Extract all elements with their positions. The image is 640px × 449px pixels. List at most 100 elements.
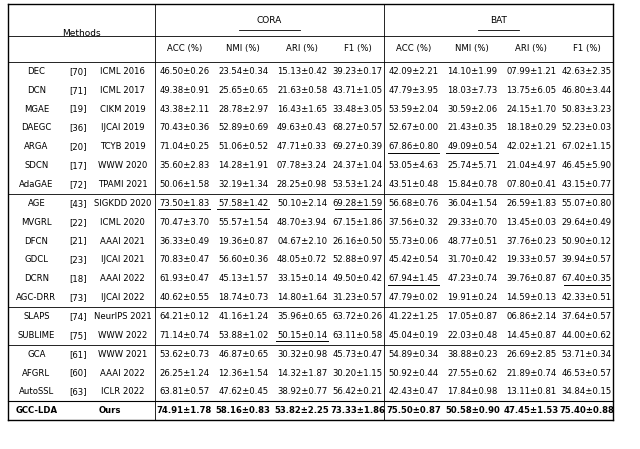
Text: 63.81±0.57: 63.81±0.57	[159, 387, 209, 396]
Text: AGC-DRR: AGC-DRR	[17, 293, 56, 302]
Text: 63.11±0.58: 63.11±0.58	[333, 331, 383, 340]
Text: 34.84±0.15: 34.84±0.15	[562, 387, 612, 396]
Text: 49.63±0.43: 49.63±0.43	[277, 123, 327, 132]
Text: DCN: DCN	[27, 86, 46, 95]
Text: 30.32±0.98: 30.32±0.98	[277, 350, 327, 359]
Text: 67.86±0.80: 67.86±0.80	[388, 142, 438, 151]
Text: 36.33±0.49: 36.33±0.49	[159, 237, 209, 246]
Text: 28.25±0.98: 28.25±0.98	[277, 180, 327, 189]
Text: 48.77±0.51: 48.77±0.51	[447, 237, 497, 246]
Text: 74.91±1.78: 74.91±1.78	[157, 406, 212, 415]
Text: [60]: [60]	[69, 369, 87, 378]
Text: 30.59±2.06: 30.59±2.06	[447, 105, 497, 114]
Text: 45.13±1.57: 45.13±1.57	[218, 274, 268, 283]
Text: 64.21±0.12: 64.21±0.12	[159, 312, 209, 321]
Text: 73.33±1.86: 73.33±1.86	[330, 406, 385, 415]
Text: ICLR 2022: ICLR 2022	[101, 387, 145, 396]
Text: 21.43±0.35: 21.43±0.35	[447, 123, 497, 132]
Text: [20]: [20]	[69, 142, 87, 151]
Text: 46.87±0.65: 46.87±0.65	[218, 350, 268, 359]
Text: 24.37±1.04: 24.37±1.04	[333, 161, 383, 170]
Text: 13.75±6.05: 13.75±6.05	[506, 86, 556, 95]
Text: 19.91±0.24: 19.91±0.24	[447, 293, 497, 302]
Text: 56.42±0.21: 56.42±0.21	[333, 387, 383, 396]
Text: 55.07±0.80: 55.07±0.80	[562, 199, 612, 208]
Text: 42.02±1.21: 42.02±1.21	[506, 142, 556, 151]
Text: 35.96±0.65: 35.96±0.65	[277, 312, 327, 321]
Text: BAT: BAT	[490, 16, 507, 25]
Text: 12.36±1.54: 12.36±1.54	[218, 369, 268, 378]
Text: 17.84±0.98: 17.84±0.98	[447, 387, 497, 396]
Text: 38.92±0.77: 38.92±0.77	[277, 387, 327, 396]
Text: 49.38±0.91: 49.38±0.91	[159, 86, 209, 95]
Text: 39.94±0.57: 39.94±0.57	[562, 255, 612, 264]
Text: 53.82±2.25: 53.82±2.25	[275, 406, 330, 415]
Text: 37.56±0.32: 37.56±0.32	[388, 218, 438, 227]
Text: 50.83±3.23: 50.83±3.23	[562, 105, 612, 114]
Text: 51.06±0.52: 51.06±0.52	[218, 142, 268, 151]
Text: ICML 2016: ICML 2016	[100, 67, 145, 76]
Text: 53.05±4.63: 53.05±4.63	[388, 161, 438, 170]
Text: ARI (%): ARI (%)	[515, 44, 547, 53]
Text: 53.71±0.34: 53.71±0.34	[562, 350, 612, 359]
Text: 61.93±0.47: 61.93±0.47	[159, 274, 209, 283]
Text: 75.50±0.87: 75.50±0.87	[386, 406, 441, 415]
Text: 40.62±0.55: 40.62±0.55	[159, 293, 209, 302]
Text: 70.43±0.36: 70.43±0.36	[159, 123, 209, 132]
Text: 47.71±0.33: 47.71±0.33	[277, 142, 327, 151]
Text: AAAI 2021: AAAI 2021	[100, 237, 145, 246]
Text: AAAI 2022: AAAI 2022	[100, 369, 145, 378]
Text: 33.48±3.05: 33.48±3.05	[333, 105, 383, 114]
Text: 46.53±0.57: 46.53±0.57	[562, 369, 612, 378]
Text: 07.99±1.21: 07.99±1.21	[506, 67, 556, 76]
Text: 53.88±1.02: 53.88±1.02	[218, 331, 268, 340]
Text: 52.67±0.00: 52.67±0.00	[388, 123, 438, 132]
Text: 48.05±0.72: 48.05±0.72	[277, 255, 327, 264]
Text: 50.10±2.14: 50.10±2.14	[277, 199, 327, 208]
Text: DFCN: DFCN	[24, 237, 49, 246]
Text: 26.69±2.85: 26.69±2.85	[506, 350, 556, 359]
Text: 14.45±0.87: 14.45±0.87	[506, 331, 556, 340]
Text: ARGA: ARGA	[24, 142, 49, 151]
Text: 43.15±0.77: 43.15±0.77	[562, 180, 612, 189]
Text: 35.60±2.83: 35.60±2.83	[159, 161, 209, 170]
Text: MVGRL: MVGRL	[21, 218, 52, 227]
Text: 57.58±1.42: 57.58±1.42	[218, 199, 268, 208]
Text: 47.79±3.95: 47.79±3.95	[388, 86, 438, 95]
Text: CORA: CORA	[257, 16, 282, 25]
Text: 15.13±0.42: 15.13±0.42	[277, 67, 327, 76]
Text: TPAMI 2021: TPAMI 2021	[98, 180, 148, 189]
Text: 43.51±0.48: 43.51±0.48	[388, 180, 438, 189]
Text: 56.60±0.36: 56.60±0.36	[218, 255, 268, 264]
Text: 13.11±0.81: 13.11±0.81	[506, 387, 556, 396]
Text: 06.86±2.14: 06.86±2.14	[506, 312, 556, 321]
Text: [71]: [71]	[69, 86, 87, 95]
Text: [21]: [21]	[69, 237, 87, 246]
Text: 21.63±0.58: 21.63±0.58	[277, 86, 327, 95]
Text: 53.62±0.73: 53.62±0.73	[159, 350, 209, 359]
Text: 24.15±1.70: 24.15±1.70	[506, 105, 556, 114]
Text: 16.43±1.65: 16.43±1.65	[277, 105, 327, 114]
Text: 37.64±0.57: 37.64±0.57	[562, 312, 612, 321]
Text: 46.50±0.26: 46.50±0.26	[159, 67, 209, 76]
Text: [73]: [73]	[69, 293, 87, 302]
Text: IJCAI 2022: IJCAI 2022	[101, 293, 145, 302]
Text: AdaGAE: AdaGAE	[19, 180, 54, 189]
Text: 50.92±0.44: 50.92±0.44	[388, 369, 438, 378]
Text: 50.15±0.14: 50.15±0.14	[277, 331, 327, 340]
Text: AAAI 2022: AAAI 2022	[100, 274, 145, 283]
Text: 42.63±2.35: 42.63±2.35	[562, 67, 612, 76]
Text: 32.19±1.34: 32.19±1.34	[218, 180, 268, 189]
Text: 41.22±1.25: 41.22±1.25	[388, 312, 438, 321]
Text: 04.67±2.10: 04.67±2.10	[277, 237, 327, 246]
Text: 67.15±1.86: 67.15±1.86	[333, 218, 383, 227]
Text: 73.50±1.83: 73.50±1.83	[159, 199, 209, 208]
Text: 18.18±0.29: 18.18±0.29	[506, 123, 556, 132]
Text: 47.79±0.02: 47.79±0.02	[388, 293, 438, 302]
Text: SIGKDD 2020: SIGKDD 2020	[94, 199, 152, 208]
Text: 36.04±1.54: 36.04±1.54	[447, 199, 497, 208]
Text: [19]: [19]	[69, 105, 87, 114]
Text: ICML 2017: ICML 2017	[100, 86, 145, 95]
Text: 18.74±0.73: 18.74±0.73	[218, 293, 268, 302]
Text: [74]: [74]	[69, 312, 87, 321]
